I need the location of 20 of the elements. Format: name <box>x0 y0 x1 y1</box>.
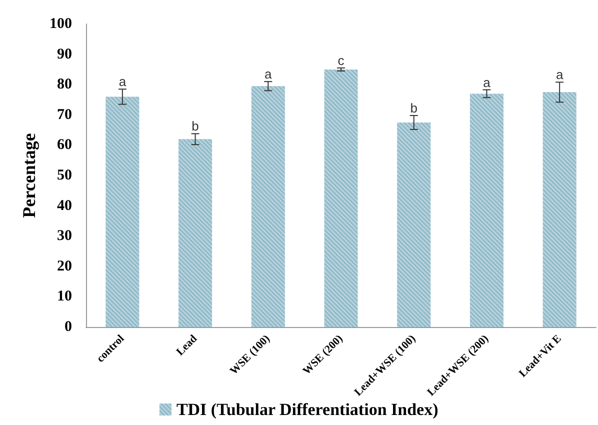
y-tick-label: 70 <box>57 106 72 123</box>
y-tick-label: 100 <box>50 16 72 32</box>
y-tick-label: 0 <box>64 319 72 335</box>
y-tick-label: 60 <box>57 137 72 154</box>
legend-label: TDI (Tubular Differentiation Index) <box>176 400 438 419</box>
annotation: a <box>264 66 273 82</box>
y-axis-title: Percentage <box>19 133 39 218</box>
y-tick-label: 30 <box>57 228 72 244</box>
y-tick-label: 20 <box>57 258 72 274</box>
annotation: b <box>410 100 418 116</box>
y-tick-label: 90 <box>57 46 72 62</box>
annotation: a <box>118 74 127 90</box>
y-tick-label: 10 <box>57 288 72 305</box>
annotation: c <box>338 52 345 68</box>
annotation: b <box>192 118 199 134</box>
annotation: a <box>556 67 564 82</box>
y-tick-label: 40 <box>57 198 72 214</box>
y-tick-label: 80 <box>57 76 72 93</box>
y-tick-label: 50 <box>57 168 72 184</box>
annotation: a <box>483 74 492 90</box>
